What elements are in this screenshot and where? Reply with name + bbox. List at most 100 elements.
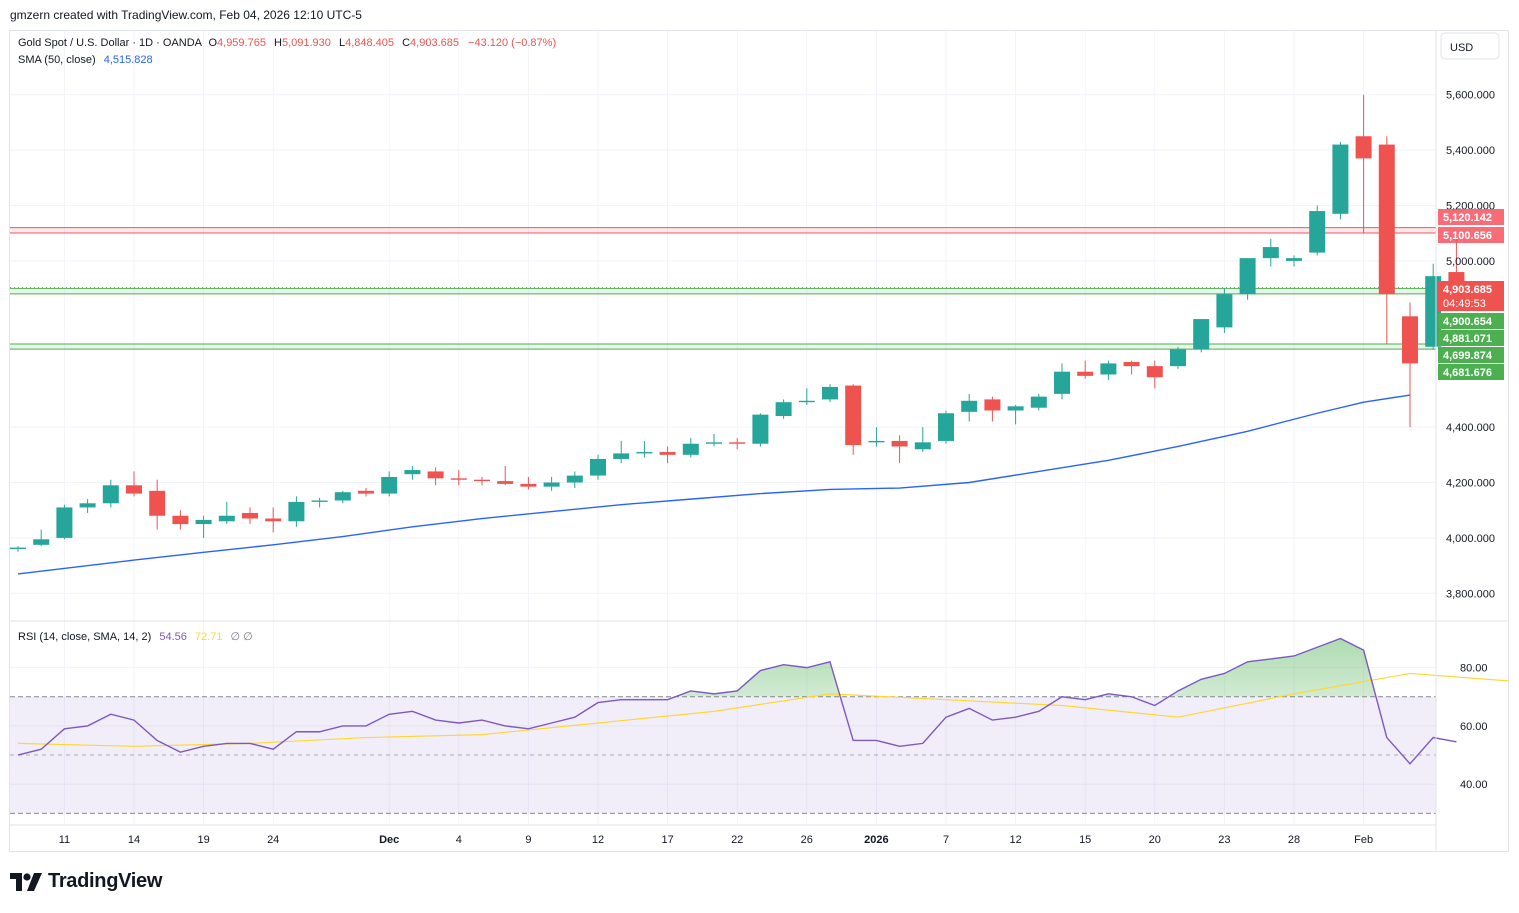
candle-body bbox=[1193, 319, 1210, 350]
candle[interactable] bbox=[33, 529, 50, 547]
candle[interactable] bbox=[1355, 94, 1372, 234]
candle-body bbox=[474, 479, 490, 482]
candle-body bbox=[1286, 258, 1302, 261]
candle[interactable] bbox=[1332, 141, 1349, 220]
candle-body bbox=[1123, 362, 1140, 367]
candle-body bbox=[1425, 276, 1442, 347]
time-axis[interactable]: 11 14 19 24 Dec 4 9 12 17 22 26 2026 7 12 15 20 23 28 Feb bbox=[59, 834, 1373, 846]
candle[interactable] bbox=[566, 471, 583, 489]
candle[interactable] bbox=[1077, 360, 1094, 379]
candle[interactable] bbox=[242, 507, 258, 525]
candle[interactable] bbox=[172, 510, 189, 530]
price-tick-label: 4,000.000 bbox=[1446, 533, 1495, 545]
candle[interactable] bbox=[381, 471, 398, 497]
candle[interactable] bbox=[1262, 238, 1279, 267]
horizontal-levels[interactable] bbox=[10, 227, 1436, 350]
low-value: 4,848.405 bbox=[345, 37, 394, 49]
candle-body bbox=[126, 485, 142, 494]
level-tag-value: 5,120.142 bbox=[1443, 212, 1492, 224]
candle[interactable] bbox=[1309, 205, 1326, 256]
candle[interactable] bbox=[984, 396, 1001, 422]
candle[interactable] bbox=[775, 399, 792, 419]
candle[interactable] bbox=[1216, 288, 1233, 333]
candle-body bbox=[1007, 406, 1024, 411]
candle[interactable] bbox=[891, 435, 908, 464]
candle[interactable] bbox=[102, 479, 119, 508]
candle[interactable] bbox=[218, 501, 235, 525]
candle[interactable] bbox=[10, 546, 26, 552]
candle[interactable] bbox=[938, 410, 954, 444]
candle[interactable] bbox=[56, 504, 73, 540]
candle[interactable] bbox=[1286, 255, 1302, 267]
candle[interactable] bbox=[497, 465, 514, 486]
price-axis[interactable]: 5,600.0005,400.0005,200.0005,000.0004,40… bbox=[1446, 90, 1495, 601]
candle[interactable] bbox=[1239, 258, 1256, 300]
candle[interactable] bbox=[636, 440, 653, 458]
candle[interactable] bbox=[1378, 136, 1395, 345]
candle[interactable] bbox=[613, 440, 630, 464]
rsi-legend[interactable]: RSI (14, close, SMA, 14, 2) 54.56 72.71 … bbox=[18, 631, 253, 643]
candle-body bbox=[450, 478, 467, 480]
currency-button[interactable]: USD bbox=[1440, 32, 1500, 60]
candle[interactable] bbox=[334, 490, 351, 504]
candle[interactable] bbox=[1030, 393, 1047, 411]
candle[interactable] bbox=[1100, 360, 1117, 381]
candle[interactable] bbox=[752, 413, 769, 447]
chart-canvas[interactable]: 5,600.0005,400.0005,200.0005,000.0004,40… bbox=[10, 31, 1519, 851]
high-label: H bbox=[274, 37, 282, 49]
candle[interactable] bbox=[659, 446, 676, 464]
rsi-axis[interactable]: 80.00 60.00 40.00 bbox=[1460, 663, 1488, 792]
candle[interactable] bbox=[1170, 346, 1186, 369]
candle[interactable] bbox=[311, 497, 328, 508]
candle[interactable] bbox=[1007, 404, 1024, 425]
candle[interactable] bbox=[126, 471, 142, 497]
candle-body bbox=[520, 483, 537, 487]
candle[interactable] bbox=[798, 388, 815, 405]
candle[interactable] bbox=[1402, 302, 1418, 428]
candle[interactable] bbox=[474, 476, 490, 486]
candle[interactable] bbox=[1425, 263, 1442, 350]
candle-body bbox=[1216, 294, 1233, 328]
candle[interactable] bbox=[590, 454, 606, 480]
candle[interactable] bbox=[961, 393, 978, 422]
candle-body bbox=[659, 452, 676, 455]
level-tag-value: 5,100.656 bbox=[1443, 230, 1492, 242]
candle[interactable] bbox=[450, 470, 467, 486]
candle[interactable] bbox=[543, 476, 560, 491]
candle[interactable] bbox=[149, 479, 166, 530]
candle[interactable] bbox=[914, 427, 931, 453]
candle[interactable] bbox=[682, 438, 699, 458]
time-tick-label: 23 bbox=[1218, 834, 1230, 846]
time-tick-label: 2026 bbox=[864, 834, 888, 846]
candle[interactable] bbox=[822, 384, 838, 403]
candle[interactable] bbox=[195, 515, 212, 538]
candle[interactable] bbox=[845, 384, 862, 455]
time-tick-label: 11 bbox=[59, 834, 70, 846]
candle[interactable] bbox=[706, 434, 722, 447]
candle-body bbox=[706, 442, 722, 444]
candle[interactable] bbox=[427, 467, 444, 486]
candle[interactable] bbox=[404, 465, 421, 480]
candle[interactable] bbox=[1146, 360, 1163, 389]
tradingview-logo[interactable]: TradingView bbox=[10, 870, 162, 893]
candle[interactable] bbox=[729, 438, 746, 450]
candle[interactable] bbox=[358, 488, 374, 497]
candle[interactable] bbox=[868, 427, 885, 447]
rsi-legend-extra: ∅ ∅ bbox=[231, 631, 253, 643]
candle[interactable] bbox=[79, 499, 96, 513]
candle[interactable] bbox=[1054, 363, 1070, 400]
change-value: −43.120 (−0.87%) bbox=[468, 37, 556, 49]
rsi-line[interactable] bbox=[17, 637, 1457, 765]
sma-legend[interactable]: SMA (50, close) 4,515.828 bbox=[18, 54, 153, 66]
candle[interactable] bbox=[288, 496, 305, 527]
candle[interactable] bbox=[1123, 360, 1140, 375]
sma-line[interactable] bbox=[17, 394, 1411, 575]
time-tick-label: 20 bbox=[1149, 834, 1161, 846]
time-tick-label: 24 bbox=[267, 834, 279, 846]
candle[interactable] bbox=[1193, 319, 1210, 353]
candle[interactable] bbox=[265, 507, 282, 533]
candle[interactable] bbox=[520, 476, 537, 490]
candle-body bbox=[845, 385, 862, 446]
candles[interactable] bbox=[10, 94, 1465, 552]
price-legend[interactable]: Gold Spot / U.S. Dollar · 1D · OANDA O4,… bbox=[18, 37, 556, 49]
